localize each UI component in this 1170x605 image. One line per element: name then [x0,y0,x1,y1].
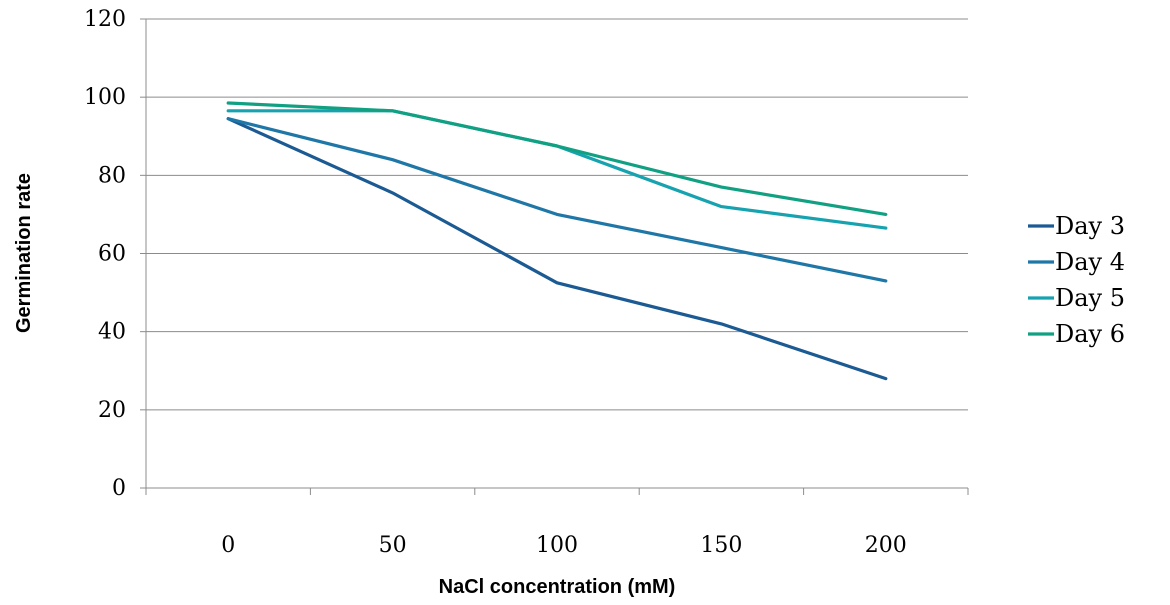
axes [140,18,969,495]
y-tick-label: 80 [98,163,126,188]
series-line-day-5 [226,109,888,230]
y-tick-label: 40 [98,320,126,345]
series-lines [226,101,888,381]
x-tick-label: 150 [700,533,742,558]
series-line-day-3 [226,117,888,381]
x-axis-title: NaCl concentration (mM) [439,576,676,598]
x-tick-label: 0 [221,533,235,558]
gridlines [146,18,968,411]
y-tick-label: 100 [84,85,126,110]
legend: Day 3 Day 4 Day 5 Day 6 [1028,212,1125,348]
tick-labels: 0 20 40 60 80 100 120 0 50 100 150 200 [84,7,907,558]
y-tick-label: 20 [98,398,126,423]
legend-label: Day 4 [1055,248,1125,276]
legend-label: Day 3 [1055,212,1125,240]
x-tick-label: 200 [865,533,907,558]
y-tick-label: 0 [112,476,126,501]
y-axis-title: Germination rate [13,173,35,333]
x-tick-label: 100 [536,533,578,558]
legend-label: Day 6 [1055,320,1125,348]
series-line-day-4 [226,117,888,283]
x-tick-label: 50 [379,533,407,558]
series-line-day-6 [226,101,888,216]
legend-label: Day 5 [1055,284,1125,312]
y-tick-label: 60 [98,242,126,267]
y-tick-label: 120 [84,7,126,32]
